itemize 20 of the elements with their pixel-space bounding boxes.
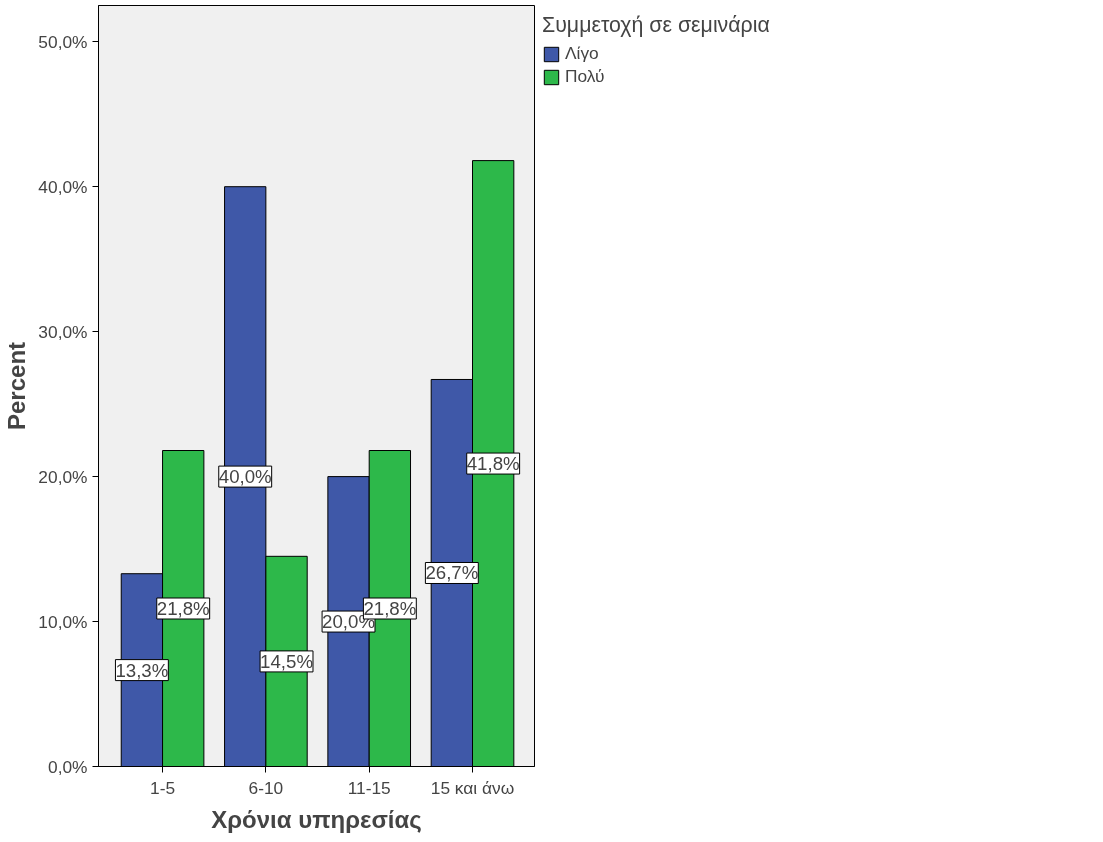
y-tick-label: 30,0%	[38, 321, 88, 342]
data-label: 26,7%	[425, 562, 479, 584]
y-tick-label: 10,0%	[38, 611, 88, 632]
data-label: 13,3%	[115, 659, 169, 681]
data-label: 40,0%	[218, 466, 272, 488]
legend-label: Πολύ	[565, 66, 605, 87]
y-tick-label: 50,0%	[38, 31, 88, 52]
y-axis-title: Percent	[3, 341, 31, 431]
x-tick-label: 11-15	[347, 777, 391, 798]
y-tick-label: 20,0%	[38, 466, 88, 487]
x-axis-title: Χρόνια υπηρεσίας	[211, 805, 422, 833]
y-tick-label: 0,0%	[48, 756, 88, 777]
x-tick-label: 15 και άνω	[430, 777, 515, 798]
legend-label: Λίγο	[565, 43, 599, 64]
y-tick-label: 40,0%	[38, 176, 88, 197]
x-tick-label: 6-10	[248, 777, 284, 798]
legend-title: Συμμετοχή σε σεμινάρια	[542, 13, 770, 38]
data-label: 21,8%	[156, 598, 210, 619]
x-tick-label: 1-5	[150, 777, 176, 798]
data-label: 41,8%	[466, 453, 520, 475]
